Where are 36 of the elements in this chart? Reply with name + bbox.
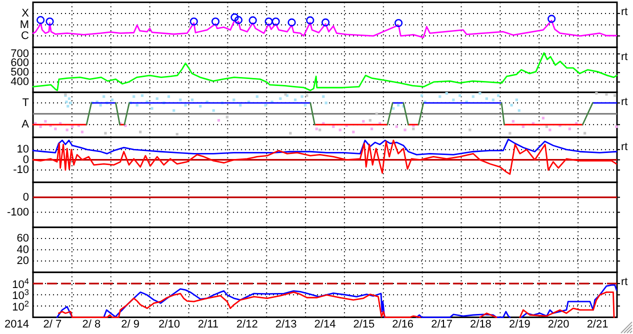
x-tick-label: 2/ 8: [82, 318, 101, 330]
y-tick-label: 400: [10, 76, 29, 88]
y-tick-label: 20: [16, 255, 29, 268]
text: rt: [621, 6, 628, 18]
x-tick-label: 2/18: [470, 318, 492, 330]
y-tick-label: 60: [16, 232, 29, 245]
text: rt: [621, 51, 628, 64]
text: rt: [621, 96, 628, 108]
ref-line-label: A: [22, 118, 30, 131]
y-tick-label: 10: [16, 144, 29, 156]
x-axis-title: 2014: [4, 318, 29, 330]
x-tick-label: 2/15: [353, 318, 375, 330]
x-tick-label: 2/21: [586, 318, 608, 330]
x-tick-label: 2/14: [314, 318, 336, 330]
ref-line-label: X: [22, 7, 30, 20]
y-tick-label: 0: [22, 154, 29, 166]
x-tick-label: 2/19: [508, 318, 530, 330]
x-tick-label: 2/13: [275, 318, 297, 330]
y-tick-label: -100: [6, 206, 29, 218]
x-tick-label: 2/10: [158, 318, 180, 330]
ref-line-label: C: [21, 30, 30, 42]
x-tick-label: 2/11: [198, 318, 218, 330]
text: rt: [621, 276, 628, 288]
y-tick-label: 10$^{2}$: [12, 298, 30, 314]
ref-line-label: M: [20, 18, 29, 31]
x-tick-label: 2/16: [392, 318, 414, 330]
ref-line-label: T: [22, 96, 30, 109]
x-tick-label: 2/17: [431, 318, 453, 330]
y-tick-label: -10: [13, 164, 29, 176]
text: rt: [621, 141, 628, 154]
x-tick-label: 2/ 9: [121, 318, 140, 330]
x-tick-label: 2/12: [236, 318, 258, 330]
x-tick-label: 2/ 7: [43, 318, 62, 330]
y-tick-label: 40: [16, 244, 29, 256]
x-tick-label: 2/20: [548, 318, 570, 330]
y-tick-label: 0: [22, 191, 29, 204]
